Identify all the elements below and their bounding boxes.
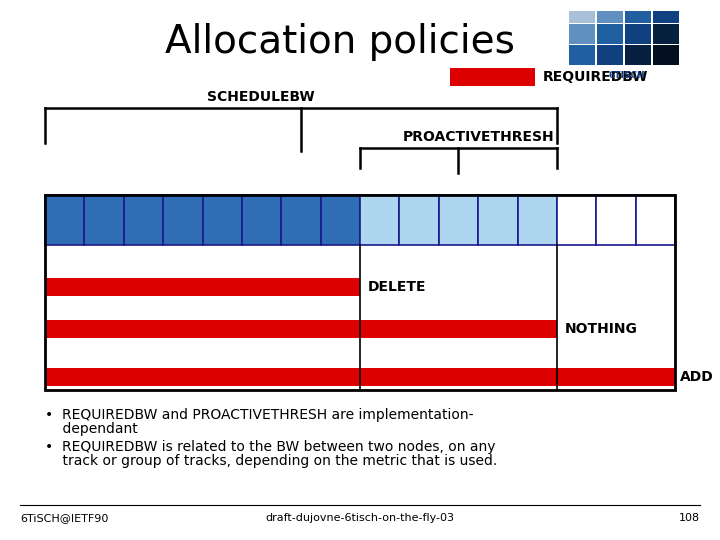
Bar [636,195,675,245]
Text: DELETE: DELETE [368,280,426,294]
Bar [569,0,595,2]
Text: 6TiSCH@IETF90: 6TiSCH@IETF90 [20,513,109,523]
Bar [597,24,623,44]
Bar [45,195,84,245]
Bar [202,195,242,245]
Bar [653,0,679,2]
Bar [597,3,623,23]
Text: SCHEDULEBW: SCHEDULEBW [207,90,315,104]
Text: NOTHING: NOTHING [565,322,638,336]
Bar [569,3,595,23]
Bar [653,45,679,65]
Text: track or group of tracks, depending on the metric that is used.: track or group of tracks, depending on t… [45,454,498,468]
Text: 6TISCH: 6TISCH [608,71,644,80]
Bar [360,195,400,245]
Bar [625,3,651,23]
Bar [242,195,282,245]
Bar [557,195,596,245]
Bar [438,195,478,245]
Bar [518,195,557,245]
Text: dependant: dependant [45,422,138,436]
Text: •  REQUIREDBW is related to the BW between two nodes, on any: • REQUIREDBW is related to the BW betwee… [45,440,495,454]
Text: draft-dujovne-6tisch-on-the-fly-03: draft-dujovne-6tisch-on-the-fly-03 [266,513,454,523]
Bar [625,0,651,2]
Bar [569,24,595,44]
Bar [124,195,163,245]
Bar [400,195,438,245]
Text: 108: 108 [679,513,700,523]
Text: •  REQUIREDBW and PROACTIVETHRESH are implementation-: • REQUIREDBW and PROACTIVETHRESH are imp… [45,408,474,422]
Text: PROACTIVETHRESH: PROACTIVETHRESH [402,130,554,144]
Bar [625,24,651,44]
Text: REQUIREDBW: REQUIREDBW [543,70,649,84]
Bar [163,195,202,245]
Bar [653,24,679,44]
Bar [597,0,623,2]
Bar [597,45,623,65]
Bar [450,68,535,86]
Bar [282,195,320,245]
Bar [625,45,651,65]
Text: ADD: ADD [680,370,714,384]
Bar [653,3,679,23]
Bar [84,195,124,245]
Bar [45,195,675,390]
Text: Allocation policies: Allocation policies [165,23,515,61]
Bar [478,195,518,245]
Bar [45,278,360,296]
Bar [45,320,557,338]
Bar [320,195,360,245]
Bar [569,45,595,65]
Bar [596,195,636,245]
Bar [45,368,675,386]
